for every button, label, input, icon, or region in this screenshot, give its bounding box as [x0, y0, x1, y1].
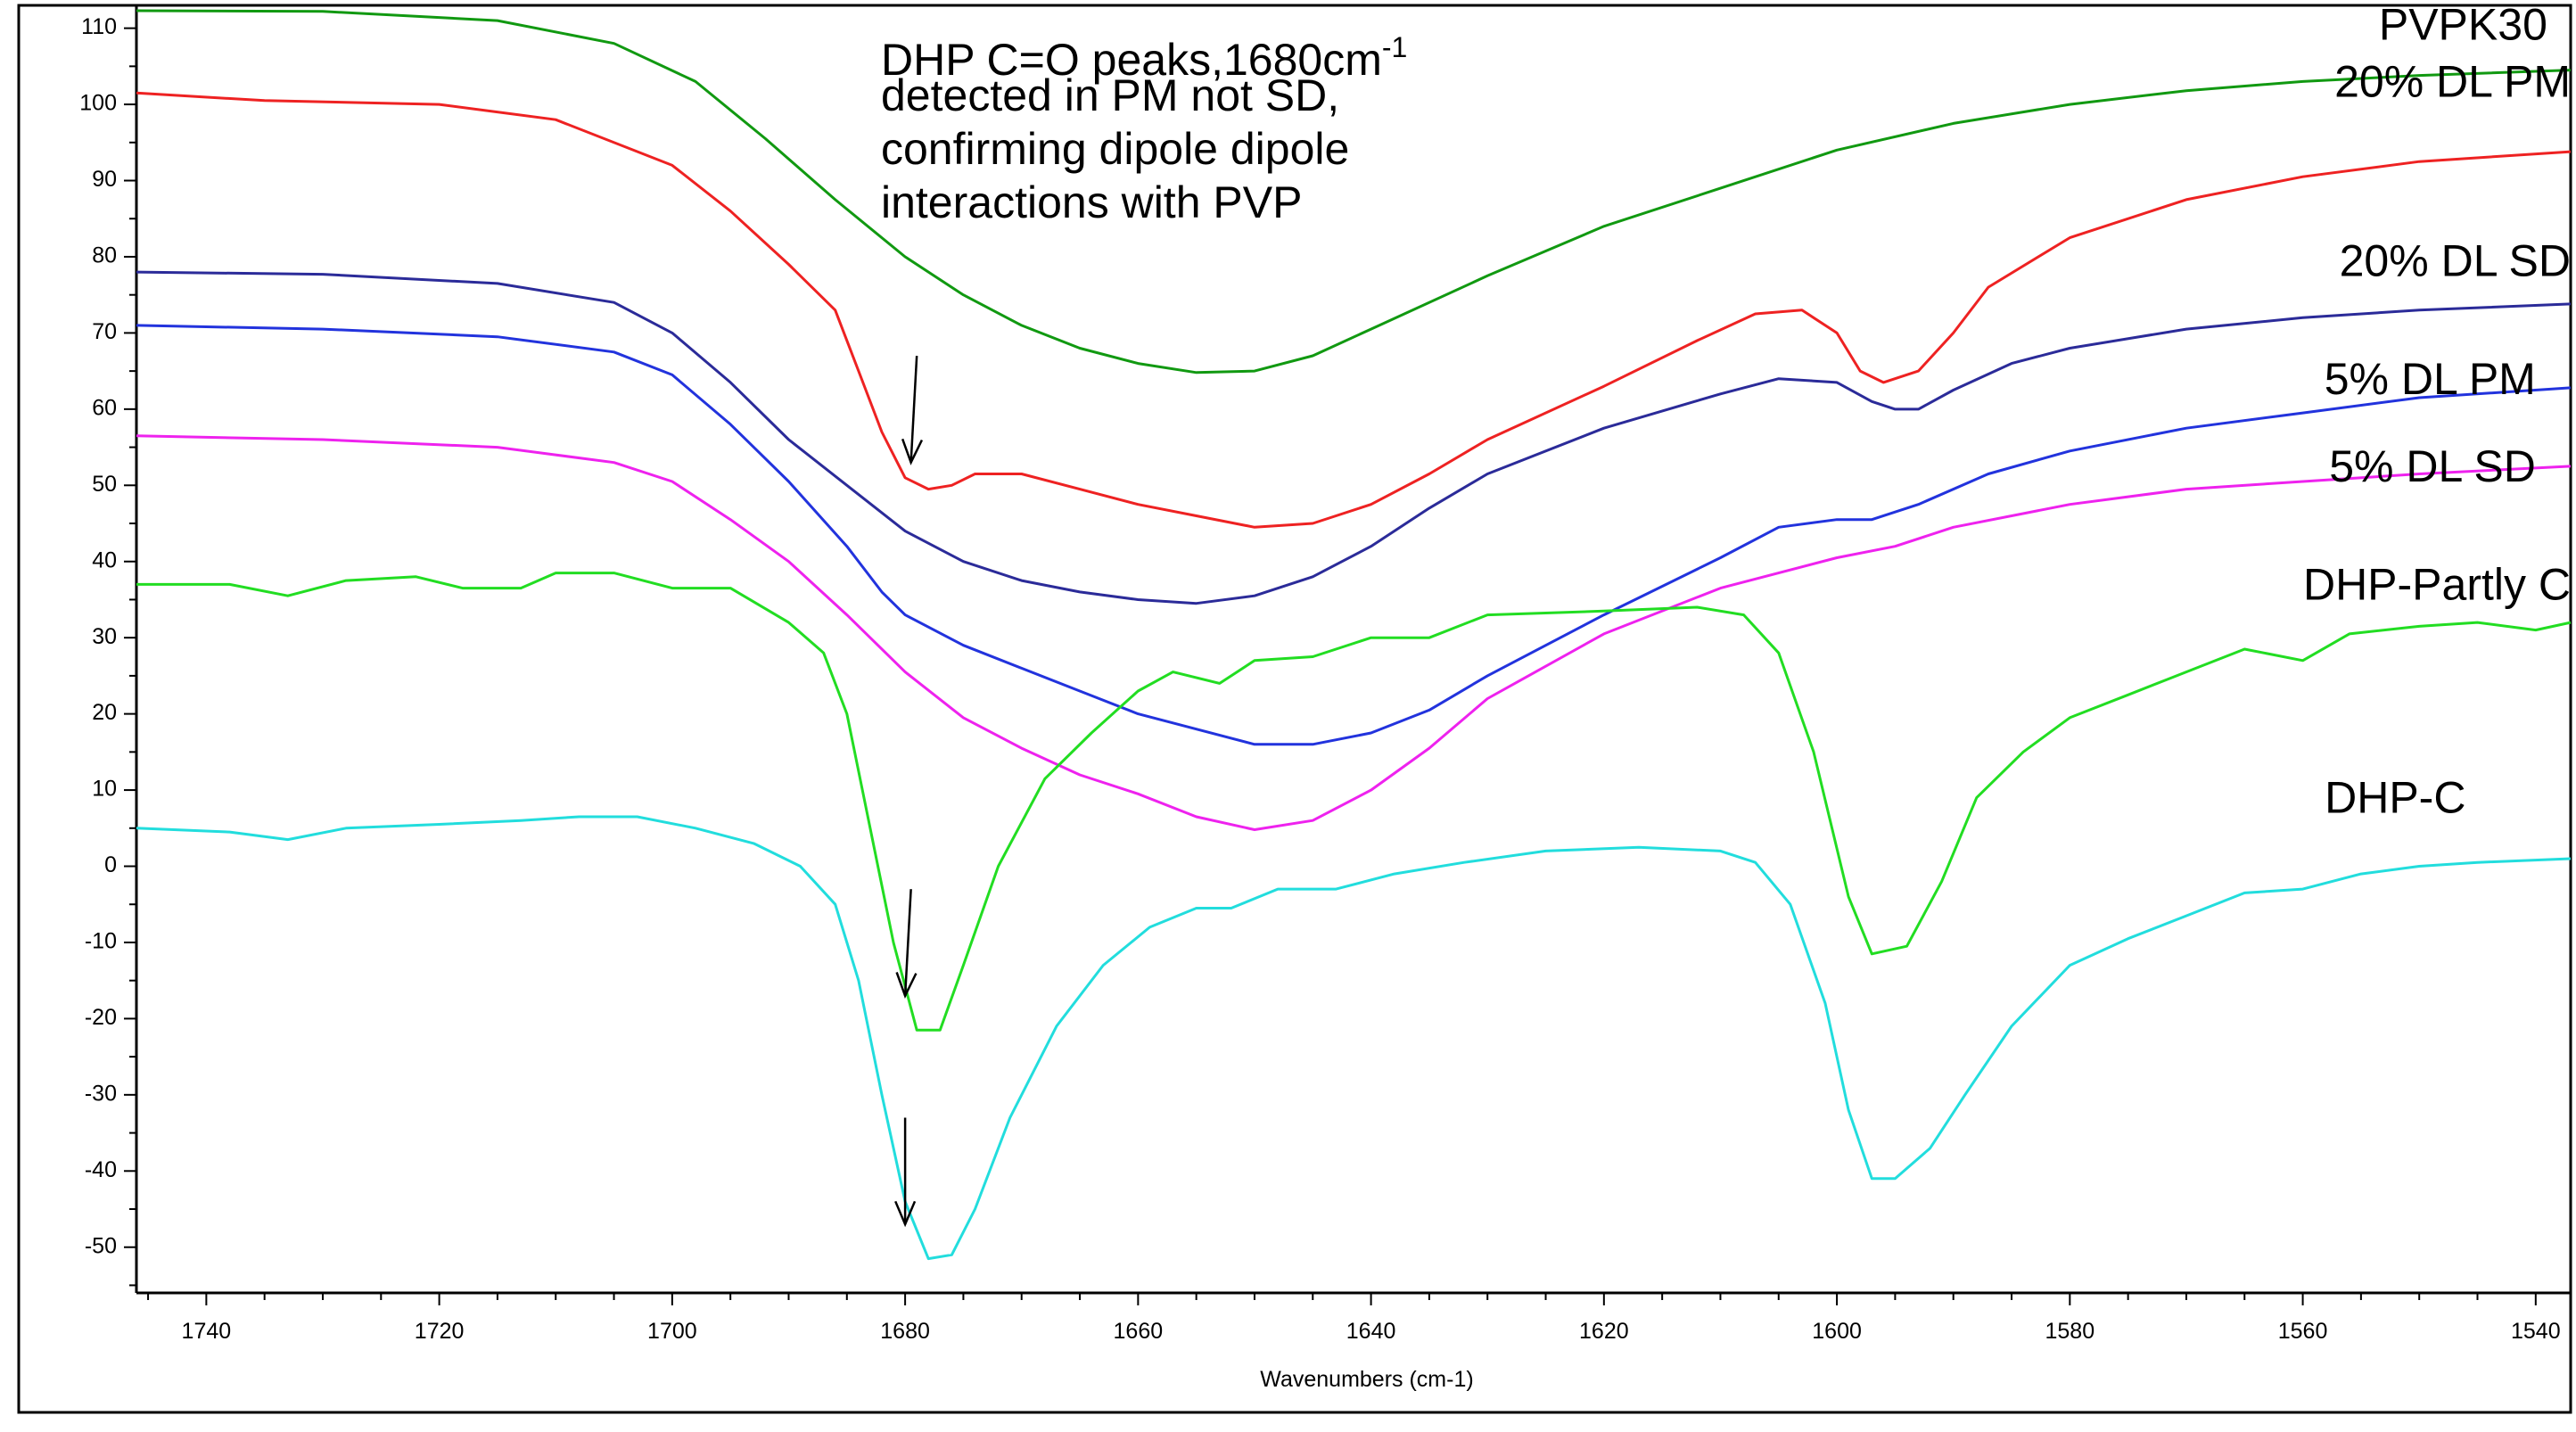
x-tick-label: 1740	[182, 1319, 232, 1344]
series-label-20-dl-pm: 20% DL PM	[2334, 57, 2571, 107]
series-label-pvpk30: PVPK30	[2379, 0, 2547, 49]
series-line-pvpk30	[136, 9, 2572, 374]
y-tick-label: 10	[92, 777, 117, 802]
annotation-line: detected in PM not SD,	[881, 70, 1339, 120]
x-tick-label: 1600	[1812, 1319, 1862, 1344]
x-axis-title: Wavenumbers (cm-1)	[1260, 1367, 1473, 1392]
x-tick-label: 1720	[415, 1319, 465, 1344]
x-tick-label: 1640	[1346, 1319, 1396, 1344]
series-line-5-dl-pm	[136, 324, 2572, 746]
x-axis-ticks: 1740 1720 1700 1680 1660 1640 1620 1600 1580 1560…	[147, 1293, 2561, 1344]
annotation-arrows	[894, 355, 924, 1228]
arrow-head	[901, 438, 924, 465]
annotation-line: DHP C=O peaks,1680cm	[881, 35, 1382, 85]
y-tick-label: 70	[92, 319, 117, 344]
series-lines	[136, 9, 2572, 1261]
y-tick-label: -50	[85, 1233, 117, 1258]
arrow-head	[894, 1200, 917, 1228]
y-tick-label: 0	[104, 852, 117, 877]
arrow-head	[895, 972, 918, 999]
y-tick-label: -20	[85, 1005, 117, 1030]
arrow-shaft	[909, 355, 918, 463]
x-tick-label: 1680	[880, 1319, 930, 1344]
x-tick-label: 1560	[2278, 1319, 2328, 1344]
series-line-5-dl-sd	[136, 434, 2572, 831]
annotation-superscript: -1	[1382, 31, 1407, 63]
y-tick-label: 80	[92, 243, 117, 268]
annotation-note: DHP C=O peaks,1680cm-1 detected in PM not…	[881, 31, 1407, 227]
annotation-line: confirming dipole dipole	[881, 124, 1349, 174]
y-tick-label: 40	[92, 547, 117, 572]
series-label-5-dl-pm: 5% DL PM	[2325, 354, 2536, 404]
y-tick-label: 100	[79, 91, 117, 116]
y-tick-label: 30	[92, 624, 117, 649]
x-tick-label: 1540	[2511, 1319, 2561, 1344]
series-labels: PVPK30 20% DL PM 20% DL SD 5% DL PM 5% DL SD…	[2303, 0, 2571, 823]
series-line-20-dl-pm	[136, 91, 2572, 529]
x-tick-label: 1620	[1579, 1319, 1629, 1344]
series-line-dhp-c	[136, 815, 2572, 1261]
y-tick-label: 20	[92, 700, 117, 725]
series-label-dhp-c: DHP-C	[2325, 773, 2465, 823]
y-tick-label: -40	[85, 1157, 117, 1182]
series-line-20-dl-sd	[136, 270, 2572, 605]
arrow-partly	[895, 889, 918, 999]
series-line-dhp-partly-c	[136, 572, 2572, 1032]
annotation-line: interactions with PVP	[881, 177, 1302, 227]
y-tick-label: 90	[92, 167, 117, 192]
series-label-20-dl-sd: 20% DL SD	[2340, 235, 2571, 285]
plot-area: 1101009080706050403020100-10-20-30-40-50…	[79, 5, 2572, 1344]
arrow-dhpc	[894, 1117, 917, 1228]
arrow-20pm	[901, 355, 924, 465]
series-label-5-dl-sd: 5% DL SD	[2329, 441, 2536, 491]
x-tick-label: 1700	[647, 1319, 697, 1344]
x-tick-label: 1580	[2045, 1319, 2095, 1344]
y-tick-label: 60	[92, 395, 117, 420]
series-label-dhp-partly-c: DHP-Partly C	[2303, 559, 2571, 609]
y-tick-label: 50	[92, 472, 117, 497]
y-tick-label: -30	[85, 1081, 117, 1106]
y-tick-label: 110	[81, 14, 117, 39]
chart-outer-border	[17, 4, 2572, 1414]
arrow-shaft	[903, 889, 912, 996]
x-tick-label: 1660	[1114, 1319, 1164, 1344]
y-tick-label: -10	[85, 929, 117, 954]
